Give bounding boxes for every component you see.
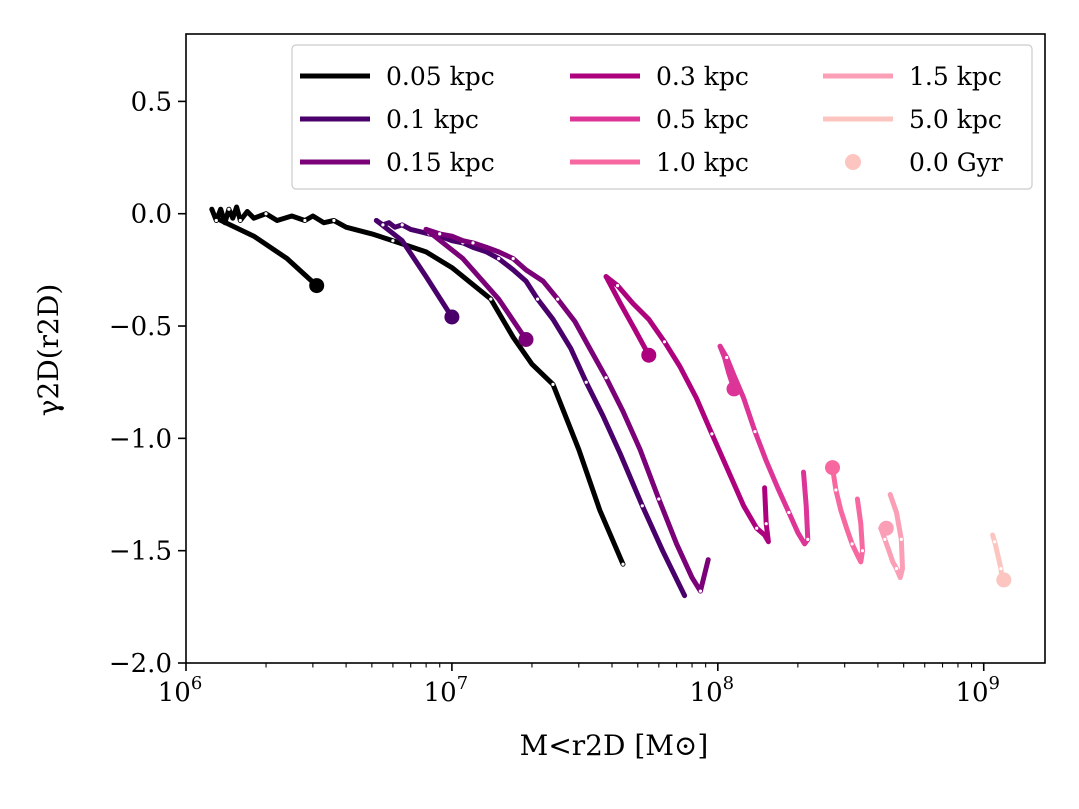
legend-label-4: 0.5 kpc	[656, 105, 749, 134]
series-marker-2	[556, 297, 560, 301]
legend-label-2: 0.15 kpc	[386, 148, 495, 177]
series-marker-1	[381, 223, 385, 227]
series-line-5	[830, 465, 865, 565]
x-tick-label-2: 108	[690, 673, 735, 708]
series-marker-2	[511, 257, 515, 261]
series-marker-1	[536, 297, 540, 301]
legend-entry-8: 0.0 Gyr	[845, 148, 1003, 177]
series-marker-3	[710, 432, 714, 436]
series-marker-4	[753, 430, 757, 434]
y-tick-label-3: −1.0	[109, 424, 172, 454]
series-marker-0	[551, 382, 555, 386]
legend: 0.05 kpc 0.1 kpc 0.15 kpc 0.3 kpc 0.5 kpc 1.0…	[291, 44, 1033, 190]
legend-marker-swatch	[845, 154, 861, 170]
series-marker-1	[497, 257, 501, 261]
legend-label-6: 1.5 kpc	[909, 62, 1002, 91]
series-marker-0	[391, 239, 395, 243]
legend-entry-5: 1.0 kpc	[570, 148, 749, 177]
series-marker-6	[894, 567, 899, 571]
series-marker-2	[657, 497, 661, 501]
series-marker-7	[993, 540, 997, 544]
series-marker-2	[471, 241, 475, 245]
series-marker-1	[640, 504, 644, 508]
legend-entry-3: 0.3 kpc	[570, 62, 749, 91]
series-line-6	[878, 492, 905, 581]
plot-area	[209, 204, 1012, 599]
series-line-0	[209, 204, 626, 567]
series-tail-1	[373, 218, 455, 320]
legend-label-7: 5.0 kpc	[909, 105, 1002, 134]
y-axis-title: γ2D(r2D)	[32, 284, 65, 417]
series-marker-0	[621, 562, 625, 566]
series-marker-2	[604, 376, 608, 380]
series-tail-0	[213, 215, 320, 289]
x-tick-label-0: 106	[158, 673, 203, 708]
series-endpoint-2	[518, 332, 534, 347]
x-tick-label-1: 107	[424, 673, 469, 708]
series-marker-2	[438, 232, 442, 236]
y-tick-label-4: −1.5	[109, 537, 172, 567]
series-marker-4	[806, 537, 810, 542]
legend-label-8: 0.0 Gyr	[909, 148, 1003, 177]
series-marker-6	[899, 537, 903, 542]
series-marker-6	[883, 537, 887, 542]
legend-entry-0: 0.05 kpc	[300, 62, 495, 91]
legend-entry-6: 1.5 kpc	[823, 62, 1002, 91]
series-endpoint-5	[825, 460, 840, 476]
series-marker-4	[787, 510, 791, 515]
legend-entry-1: 0.1 kpc	[300, 105, 479, 134]
series-marker-0	[332, 218, 336, 223]
legend-entry-2: 0.15 kpc	[300, 148, 495, 177]
legend-label-1: 0.1 kpc	[386, 105, 479, 134]
series-marker-0	[214, 218, 218, 223]
series-marker-3	[616, 284, 620, 288]
series-marker-0	[227, 207, 231, 211]
series-marker-5	[850, 542, 854, 546]
axes: 106 107 108 109 0.5 0.0 −0.5 −1.0 −1.5 −2.0	[109, 33, 1046, 708]
series-marker-0	[238, 218, 242, 223]
legend-label-5: 1.0 kpc	[656, 148, 749, 177]
series-tail-2	[423, 226, 529, 342]
series-endpoint-0	[309, 278, 325, 294]
series-marker-7	[999, 567, 1003, 571]
legend-box	[291, 44, 1033, 190]
series-endpoint-4	[726, 381, 742, 397]
legend-entry-7: 5.0 kpc	[823, 105, 1002, 134]
series-marker-1	[584, 380, 588, 384]
legend-label-0: 0.05 kpc	[386, 62, 495, 91]
series-marker-4	[725, 355, 729, 360]
series-endpoint-1	[444, 309, 460, 325]
y-tick-label-2: −0.5	[109, 312, 172, 342]
series-marker-3	[755, 526, 759, 530]
series-marker-5	[834, 488, 838, 492]
legend-label-3: 0.3 kpc	[656, 62, 749, 91]
series-marker-1	[400, 223, 404, 227]
y-tick-label-0: 0.5	[131, 87, 172, 117]
series-tail-4	[717, 343, 737, 392]
series-marker-2	[698, 589, 703, 593]
series-line-3	[603, 274, 771, 545]
series-tail-3	[603, 274, 652, 358]
series-marker-3	[662, 340, 667, 344]
x-axis-title: M<r2D [M⊙]	[520, 729, 709, 762]
y-tick-label-5: −2.0	[109, 649, 172, 679]
series-endpoint-6	[878, 520, 894, 536]
series-group	[209, 204, 1012, 599]
series-marker-5	[860, 549, 865, 553]
series-marker-0	[264, 212, 268, 216]
y-tick-label-1: 0.0	[131, 200, 172, 230]
x-tick-label-3: 109	[955, 673, 1000, 708]
series-endpoint-7	[996, 572, 1012, 588]
series-line-1	[373, 218, 688, 599]
plot-frame	[185, 33, 1046, 664]
series-endpoint-3	[641, 347, 657, 363]
series-marker-0	[489, 297, 493, 301]
series-marker-3	[764, 522, 768, 526]
legend-entry-4: 0.5 kpc	[570, 105, 749, 134]
series-marker-0	[303, 218, 307, 223]
